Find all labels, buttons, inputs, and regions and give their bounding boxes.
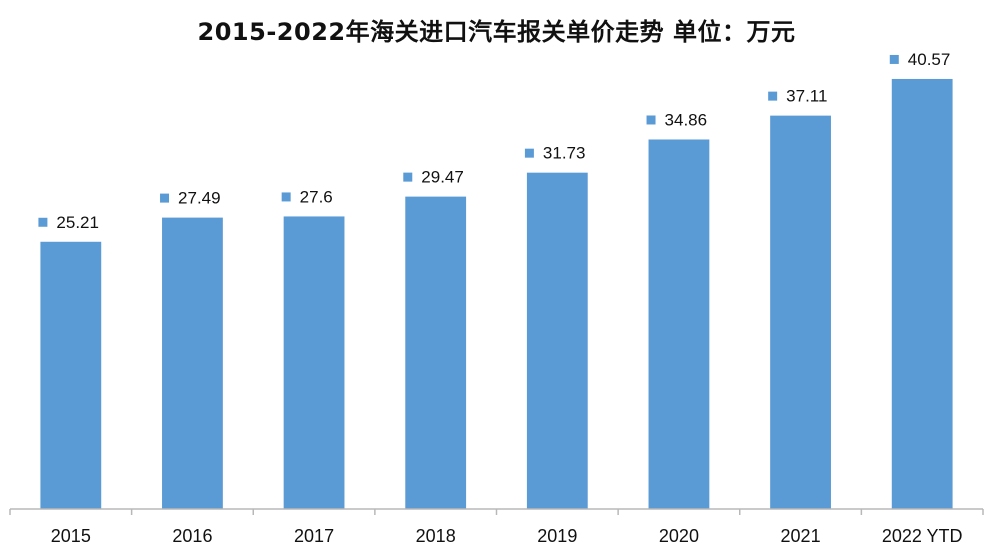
data-label-marker [38, 217, 48, 227]
x-axis-tick-labels: 2015 2016 2017 2018 2019 2020 2021 2022 YTD [51, 526, 963, 546]
bar-2019 [526, 172, 588, 510]
x-tick-label: 2019 [537, 526, 577, 546]
data-label: 37.11 [786, 87, 827, 106]
x-tick-label: 2020 [659, 526, 699, 546]
x-tick-label: 2015 [51, 526, 91, 546]
bars-layer [40, 78, 953, 510]
bar-2022-ytd [891, 78, 953, 509]
x-axis-ticks [9, 509, 984, 515]
data-label: 25.21 [56, 213, 99, 232]
bar-2016 [162, 217, 223, 509]
data-label-marker [768, 91, 778, 101]
chart-title: 2015-2022年海关进口汽车报关单价走势 单位：万元 [197, 18, 796, 46]
bar-2018 [405, 196, 467, 510]
data-labels-layer: 25.21 27.49 27.6 29.47 31.73 34.86 37.11 40.57 [38, 50, 950, 232]
bar-2015 [40, 241, 102, 510]
x-tick-label: 2021 [781, 526, 821, 546]
data-label-marker [160, 193, 170, 203]
x-tick-label: 2016 [172, 526, 212, 546]
bar-2017 [283, 216, 345, 509]
data-label-marker [889, 54, 899, 64]
data-label-marker [281, 192, 291, 202]
data-label: 29.47 [421, 168, 464, 187]
x-tick-label: 2018 [416, 526, 456, 546]
data-label: 31.73 [543, 144, 586, 163]
bar-2020 [648, 139, 710, 509]
data-label: 34.86 [665, 110, 708, 129]
data-label: 27.49 [178, 189, 221, 208]
data-label-marker [646, 115, 656, 125]
bar-2021 [770, 115, 831, 509]
data-label: 27.6 [300, 187, 333, 206]
x-tick-label: 2022 YTD [882, 526, 963, 546]
data-label-marker [403, 172, 413, 182]
x-tick-label: 2017 [294, 526, 334, 546]
data-label: 40.57 [908, 50, 951, 69]
data-label-marker [524, 148, 534, 158]
